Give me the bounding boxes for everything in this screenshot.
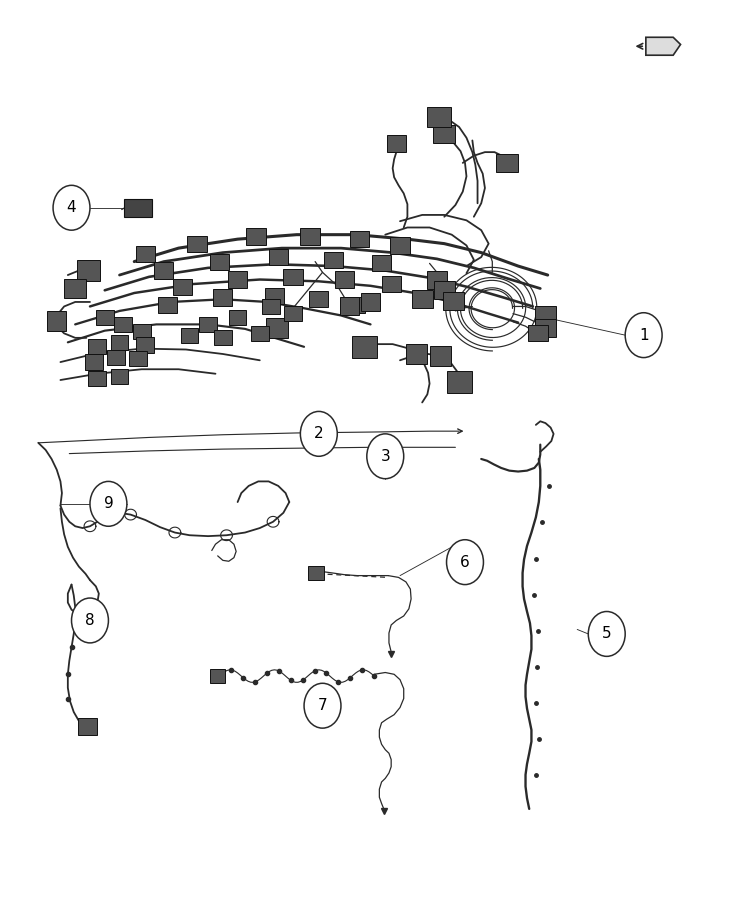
FancyBboxPatch shape [266, 318, 288, 338]
Circle shape [90, 482, 127, 526]
FancyBboxPatch shape [324, 252, 343, 268]
Text: 2: 2 [314, 427, 324, 441]
Text: 9: 9 [104, 496, 113, 511]
FancyBboxPatch shape [88, 371, 106, 386]
FancyBboxPatch shape [136, 338, 154, 353]
FancyBboxPatch shape [428, 107, 451, 127]
Text: 7: 7 [318, 698, 328, 713]
Text: 6: 6 [460, 554, 470, 570]
Circle shape [588, 611, 625, 656]
FancyBboxPatch shape [136, 247, 155, 263]
FancyBboxPatch shape [228, 272, 247, 288]
FancyBboxPatch shape [229, 310, 247, 325]
FancyBboxPatch shape [110, 335, 128, 350]
Circle shape [304, 683, 341, 728]
Circle shape [53, 185, 90, 230]
FancyBboxPatch shape [340, 297, 359, 314]
Text: 5: 5 [602, 626, 611, 642]
Circle shape [367, 434, 404, 479]
Text: 3: 3 [380, 449, 391, 464]
FancyBboxPatch shape [47, 310, 67, 330]
FancyBboxPatch shape [284, 306, 302, 321]
FancyBboxPatch shape [535, 319, 556, 337]
FancyBboxPatch shape [434, 282, 455, 300]
FancyBboxPatch shape [528, 325, 548, 341]
FancyBboxPatch shape [64, 279, 86, 299]
FancyBboxPatch shape [335, 272, 354, 288]
FancyBboxPatch shape [78, 718, 97, 735]
FancyBboxPatch shape [405, 344, 427, 364]
FancyBboxPatch shape [199, 317, 217, 332]
FancyBboxPatch shape [213, 290, 233, 305]
Text: 8: 8 [85, 613, 95, 628]
FancyBboxPatch shape [300, 229, 319, 245]
Circle shape [447, 540, 483, 585]
FancyBboxPatch shape [107, 350, 124, 365]
FancyBboxPatch shape [433, 125, 456, 143]
FancyBboxPatch shape [154, 263, 173, 279]
FancyBboxPatch shape [387, 135, 406, 152]
FancyBboxPatch shape [430, 346, 451, 365]
FancyBboxPatch shape [214, 330, 232, 346]
FancyBboxPatch shape [247, 229, 266, 245]
FancyBboxPatch shape [158, 297, 177, 312]
Text: 4: 4 [67, 201, 76, 215]
FancyBboxPatch shape [346, 297, 365, 312]
FancyBboxPatch shape [181, 328, 199, 343]
FancyBboxPatch shape [269, 249, 288, 266]
FancyBboxPatch shape [210, 254, 229, 270]
FancyBboxPatch shape [76, 260, 100, 282]
Circle shape [72, 598, 108, 643]
FancyBboxPatch shape [361, 293, 380, 310]
FancyBboxPatch shape [210, 669, 225, 683]
FancyBboxPatch shape [110, 369, 128, 384]
FancyBboxPatch shape [350, 231, 369, 248]
Text: 1: 1 [639, 328, 648, 343]
FancyBboxPatch shape [283, 269, 302, 285]
Bar [124, 199, 152, 217]
FancyBboxPatch shape [96, 310, 113, 325]
FancyBboxPatch shape [352, 336, 377, 357]
FancyBboxPatch shape [129, 351, 147, 366]
FancyBboxPatch shape [496, 154, 518, 172]
Polygon shape [646, 37, 680, 55]
FancyBboxPatch shape [535, 306, 556, 324]
FancyBboxPatch shape [391, 238, 410, 254]
FancyBboxPatch shape [412, 291, 433, 308]
Circle shape [625, 312, 662, 357]
FancyBboxPatch shape [88, 339, 106, 355]
FancyBboxPatch shape [251, 326, 269, 341]
FancyBboxPatch shape [447, 371, 471, 392]
FancyBboxPatch shape [372, 256, 391, 272]
FancyBboxPatch shape [173, 279, 192, 295]
FancyBboxPatch shape [114, 317, 132, 332]
FancyBboxPatch shape [187, 236, 207, 252]
FancyBboxPatch shape [265, 288, 284, 304]
FancyBboxPatch shape [382, 276, 401, 292]
FancyBboxPatch shape [308, 566, 324, 580]
FancyBboxPatch shape [443, 292, 464, 310]
Circle shape [300, 411, 337, 456]
FancyBboxPatch shape [262, 299, 279, 314]
FancyBboxPatch shape [309, 292, 328, 307]
FancyBboxPatch shape [427, 271, 448, 289]
FancyBboxPatch shape [133, 324, 150, 339]
FancyBboxPatch shape [84, 355, 102, 370]
